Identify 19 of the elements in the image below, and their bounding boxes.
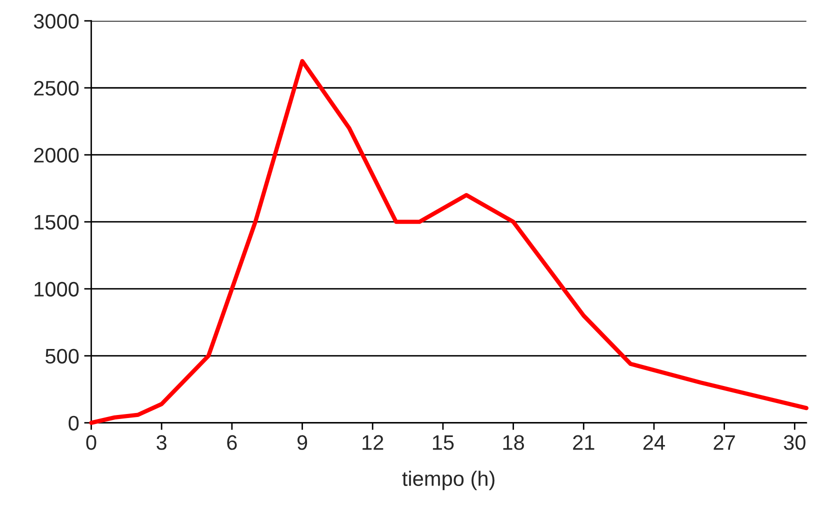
y-tick-label: 2500 [34,80,79,96]
x-tick-label: 6 [227,435,237,450]
y-tick-label: 2000 [34,148,79,163]
x-tick-label: 12 [362,435,384,450]
x-tick-label: 27 [714,435,735,450]
y-tick-label: 1000 [34,282,79,297]
x-tick-label: 0 [86,435,96,450]
x-tick-label: 24 [643,435,665,450]
x-tick-label: 30 [784,435,806,450]
y-tick-label: 0 [68,416,79,431]
x-tick-label: 15 [432,435,454,450]
y-tick-label: 1500 [34,214,79,230]
y-tick-label: 500 [46,348,79,364]
x-tick-label: 21 [573,435,594,450]
y-tick-label: 3000 [34,14,79,29]
x-tick-label: 3 [156,435,166,450]
x-tick-label: 18 [503,435,524,450]
x-axis-title: tiempo (h) [402,470,494,490]
x-tick-label: 9 [297,435,308,450]
